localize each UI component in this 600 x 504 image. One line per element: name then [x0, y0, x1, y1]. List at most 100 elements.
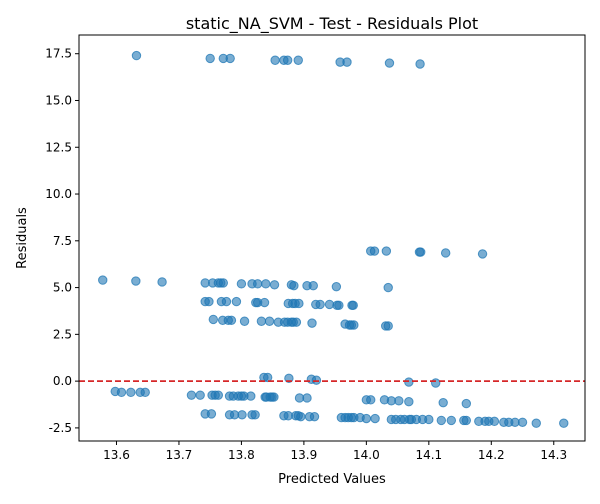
residual-point	[436, 415, 447, 426]
residual-point	[370, 413, 380, 424]
residual-point	[262, 372, 273, 383]
residual-point	[415, 59, 425, 69]
residual-point	[236, 279, 247, 289]
residual-point	[366, 395, 376, 405]
residual-point	[424, 414, 434, 425]
residual-point	[131, 276, 141, 286]
scatter-points	[98, 50, 569, 428]
residual-point	[489, 416, 500, 427]
residual-point	[269, 280, 280, 290]
residual-point	[131, 50, 142, 61]
residual-point	[342, 57, 352, 67]
y-tick-label: 12.5	[45, 140, 72, 154]
residual-point	[205, 53, 215, 64]
residual-point	[270, 55, 280, 65]
residual-point	[559, 418, 569, 428]
residual-point	[264, 316, 275, 326]
residual-point	[226, 315, 237, 326]
residual-point	[269, 392, 279, 402]
residual-point	[308, 281, 318, 291]
residual-point	[293, 55, 303, 65]
residual-point	[311, 375, 322, 385]
x-tick-label: 13.8	[228, 448, 255, 462]
residual-point	[250, 410, 260, 420]
x-tick-label: 13.9	[291, 448, 318, 462]
x-axis-label: Predicted Values	[278, 472, 386, 487]
residual-point	[237, 410, 247, 420]
residual-point	[116, 387, 127, 398]
x-tick-label: 14.3	[540, 448, 567, 462]
residual-point	[302, 393, 312, 403]
residual-point	[246, 391, 256, 401]
residual-point	[225, 53, 235, 64]
residual-point	[404, 377, 414, 387]
residual-point	[221, 296, 232, 307]
residual-point	[98, 275, 108, 285]
residual-point	[349, 320, 359, 330]
residual-point	[361, 413, 372, 424]
residual-point	[195, 390, 205, 400]
residual-point	[517, 417, 528, 427]
residual-point	[416, 247, 426, 257]
y-axis-label: Residuals	[15, 207, 30, 269]
residual-point	[315, 299, 325, 310]
residual-point	[231, 296, 242, 307]
residual-point	[446, 415, 457, 426]
residual-point	[294, 298, 304, 309]
y-tick-label: 0.0	[53, 374, 72, 388]
residual-point	[140, 387, 150, 398]
y-tick-label: 15.0	[45, 93, 72, 107]
y-tick-label: -2.5	[49, 421, 72, 435]
residual-point	[309, 411, 320, 422]
residual-point	[369, 246, 380, 256]
residual-point	[348, 300, 358, 311]
y-tick-label: 10.0	[45, 187, 72, 201]
residual-point	[438, 397, 448, 408]
y-axis: -2.5 0.0 2.5 5.0 7.5 10.0 12.5 15.0 17.5	[45, 47, 79, 435]
residual-point	[282, 55, 293, 65]
residual-point	[394, 396, 404, 406]
x-tick-label: 13.6	[103, 448, 130, 462]
x-tick-label: 14.2	[478, 448, 505, 462]
chart-title: static_NA_SVM - Test - Residuals Plot	[186, 14, 478, 34]
residual-point	[239, 316, 250, 326]
residual-point	[261, 279, 271, 289]
residual-point	[440, 248, 451, 258]
y-tick-label: 17.5	[45, 47, 72, 61]
residual-point	[204, 296, 214, 307]
residual-point	[259, 297, 270, 308]
residual-point	[206, 409, 217, 419]
x-axis: 13.6 13.7 13.8 13.9 14.0 14.1 14.2 14.3	[103, 441, 567, 462]
x-tick-label: 14.0	[353, 448, 380, 462]
x-tick-label: 13.7	[166, 448, 193, 462]
residual-point	[383, 321, 393, 331]
x-tick-label: 14.1	[415, 448, 442, 462]
residual-point	[381, 246, 392, 256]
plot-area-frame	[78, 34, 586, 442]
residual-point	[331, 281, 342, 292]
y-tick-label: 7.5	[53, 234, 72, 248]
residual-point	[404, 397, 414, 407]
residual-point	[461, 398, 472, 409]
residual-point	[296, 411, 306, 422]
residual-point	[186, 390, 197, 400]
residual-point	[461, 415, 472, 426]
residual-point	[431, 378, 441, 388]
residual-point	[213, 390, 224, 400]
residual-point	[157, 277, 167, 287]
residual-point	[208, 314, 219, 325]
residual-point	[252, 279, 263, 289]
residual-point	[384, 58, 395, 68]
residual-point	[334, 300, 344, 311]
residual-point	[291, 317, 302, 327]
residual-point	[126, 387, 136, 398]
residual-point	[289, 281, 299, 291]
y-tick-label: 2.5	[53, 327, 72, 341]
residual-point	[218, 278, 229, 288]
residual-point	[256, 316, 267, 326]
residual-point	[477, 249, 488, 259]
y-tick-label: 5.0	[53, 281, 72, 295]
residual-point	[531, 418, 541, 428]
